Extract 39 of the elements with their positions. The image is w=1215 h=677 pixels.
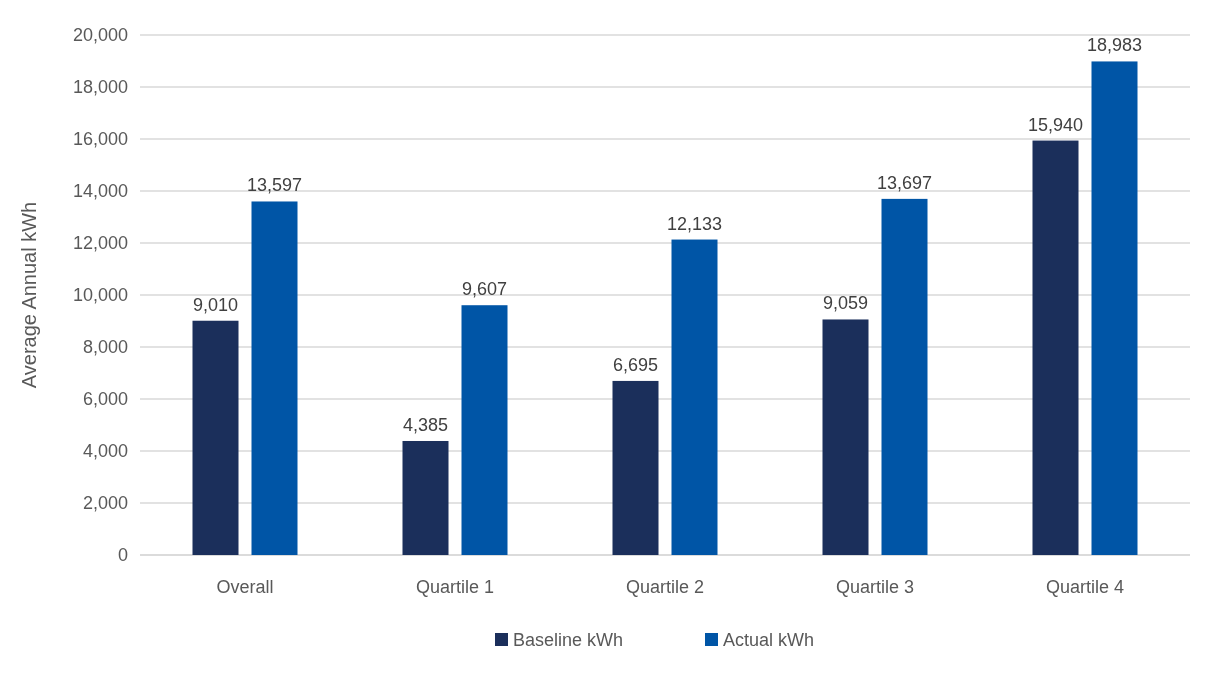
bar [192, 320, 239, 555]
x-tick-label: Quartile 1 [415, 577, 495, 597]
y-tick-label: 10,000 [72, 285, 128, 306]
bar [461, 305, 508, 555]
y-tick-label: 20,000 [72, 25, 128, 46]
x-tick-label: Quartile 4 [1045, 577, 1125, 597]
data-label: 9,607 [461, 279, 508, 300]
legend-label: Baseline kWh [513, 630, 624, 651]
x-tick-label: Quartile 2 [625, 577, 705, 597]
y-tick-label: 12,000 [72, 233, 128, 254]
data-label: 13,697 [876, 172, 933, 193]
bar [1032, 140, 1079, 555]
data-label: 18,983 [1086, 35, 1143, 56]
data-label: 9,059 [822, 293, 869, 314]
data-label: 13,597 [246, 175, 303, 196]
x-tick-label: Overall [216, 577, 274, 597]
y-tick-label: 4,000 [82, 441, 128, 462]
y-tick-label: 6,000 [82, 389, 128, 410]
bar [881, 198, 928, 555]
y-tick-label: 2,000 [82, 493, 128, 514]
bar [822, 319, 869, 555]
data-label: 12,133 [666, 213, 723, 234]
y-tick-label: 8,000 [82, 337, 128, 358]
data-label: 6,695 [612, 354, 659, 375]
data-label: 9,010 [192, 294, 239, 315]
y-tick-label: 0 [117, 545, 128, 566]
legend-label: Actual kWh [723, 630, 815, 651]
data-label: 4,385 [402, 414, 449, 435]
y-tick-label: 14,000 [72, 181, 128, 202]
y-tick-label: 16,000 [72, 129, 128, 150]
bar [671, 239, 718, 555]
bar [1091, 61, 1138, 555]
y-tick-label: 18,000 [72, 77, 128, 98]
data-label: 15,940 [1027, 114, 1084, 135]
bar [251, 201, 298, 555]
bar [612, 380, 659, 555]
x-tick-label: Quartile 3 [835, 577, 915, 597]
y-axis-title: Average Annual kWh [18, 201, 40, 389]
bar [402, 440, 449, 555]
